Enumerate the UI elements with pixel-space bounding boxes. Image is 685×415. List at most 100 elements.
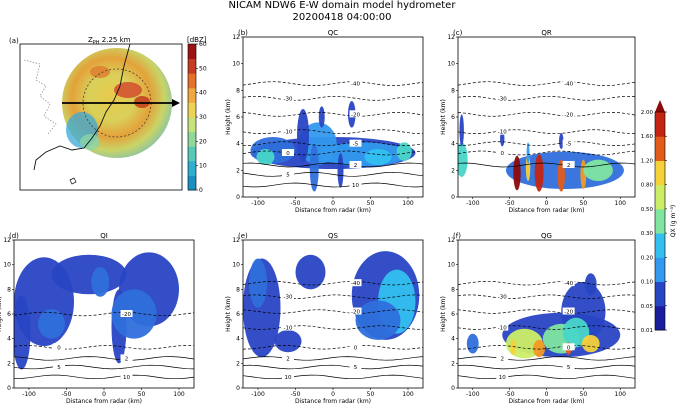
y-tick-label: 4 [236, 141, 240, 148]
plot-area: -40 -30 -20 -10 -5 0 2 5 10 [243, 37, 423, 197]
contour-label: -20 [122, 312, 131, 318]
x-tick-label: 50 [138, 391, 146, 398]
island-outline [69, 177, 77, 185]
temperature-contour [243, 374, 423, 380]
contour-label-bg [349, 343, 362, 351]
map-colorbar-label: [dBZ] [187, 36, 207, 44]
y-tick-label: 2 [236, 167, 240, 174]
contour-label: 0 [567, 345, 571, 351]
y-axis-label: Height (km) [225, 99, 232, 135]
contour-label: 2 [567, 163, 571, 169]
qx-colorbar-label: QX (g m⁻³) [670, 205, 677, 238]
panel-title: QC [328, 29, 339, 37]
temperature-contour [243, 325, 423, 330]
x-tick-label: 100 [402, 200, 414, 207]
qx-colorbar-tick-label: 1.20 [641, 158, 654, 164]
qx-colorbar-frame [654, 111, 666, 331]
map-colorbar-tick-label: 20 [199, 138, 207, 145]
contour-label: -40 [564, 82, 573, 88]
y-tick-label: 6 [236, 114, 240, 121]
qx-colorbar-segment [655, 112, 665, 137]
x-tick-label: -50 [291, 200, 301, 207]
plot-area: -20 0 2 5 10 [14, 240, 194, 388]
contour-label-bg [349, 307, 362, 315]
contour-label-bg [282, 170, 294, 178]
contour-label: -5 [566, 142, 572, 148]
map-colorbar-segment [188, 58, 196, 74]
panel-label: (c) [453, 29, 463, 37]
terrain [458, 384, 635, 388]
radar-echo-red-1 [114, 82, 142, 98]
contour-label: -30 [284, 96, 293, 102]
hydrometeor-region [274, 330, 302, 353]
x-tick-label: 50 [367, 200, 375, 207]
hydrometeor-region [249, 258, 267, 308]
plot-area: -40 -30 -20 -10 0 2 5 10 [243, 240, 423, 388]
panel-qi: -20 0 2 5 10 -100 -50 0 50 100 0 2 4 6 8 10 12 Distance f… [0, 232, 195, 405]
temperature-contour [14, 364, 194, 370]
hydrometeor-region [111, 289, 157, 339]
qx-colorbar-segment [655, 208, 665, 234]
contour-label-bg [349, 79, 362, 87]
qx-colorbar-tick-label: 0.10 [641, 280, 654, 286]
y-axis-label: Height (km) [440, 296, 447, 332]
map-title: ZPH 2.25 km [88, 36, 131, 46]
map-colorbar-tick-label: 30 [199, 114, 207, 121]
temperature-contour [243, 345, 423, 350]
contour-label: 10 [285, 375, 292, 381]
contour-label: 2 [125, 356, 129, 362]
contour-label: -20 [351, 112, 360, 118]
temperature-contour [243, 182, 423, 188]
panel-title: QG [541, 232, 552, 240]
qx-colorbar-tick-label: 0.50 [641, 207, 654, 213]
contour-label: -30 [284, 295, 293, 301]
panel-label: (e) [238, 232, 248, 240]
x-tick-label: 0 [545, 391, 549, 398]
qx-colorbar-tick-label: 2.00 [641, 110, 654, 116]
contour-label-bg [496, 127, 509, 135]
map-colorbar-tick-label: 0 [199, 187, 203, 194]
contour-label: 5 [354, 365, 358, 371]
map-colorbar-segment [188, 117, 196, 133]
x-tick-label: -50 [291, 391, 301, 398]
map-colorbar-segment [188, 146, 196, 162]
qx-colorbar-extend [655, 100, 665, 112]
qx-colorbar-segment [655, 281, 665, 307]
y-tick-label: 8 [451, 87, 455, 94]
contour-label-bg [282, 372, 294, 380]
qx-colorbar-segment [655, 136, 665, 161]
y-tick-label: 4 [7, 336, 11, 343]
contour-label: 5 [57, 365, 61, 371]
radar-echo-red-2 [134, 96, 150, 108]
x-tick-label: 100 [615, 391, 627, 398]
contour-label: -20 [351, 310, 360, 316]
contour-label-bg [496, 94, 509, 102]
hydrometeor-region [510, 339, 517, 355]
contour-label-bg [562, 139, 575, 147]
y-tick-label: 0 [7, 385, 11, 392]
hydrometeor-region [297, 109, 309, 163]
y-tick-label: 12 [3, 237, 11, 244]
x-tick-label: -50 [505, 200, 515, 207]
y-tick-label: 2 [451, 167, 455, 174]
y-tick-label: 4 [451, 336, 455, 343]
contour-label-bg [349, 139, 362, 147]
contour-label: -10 [284, 130, 293, 136]
x-tick-label: 100 [402, 391, 414, 398]
qx-colorbar-tick-label: 0.20 [641, 255, 654, 261]
hydrometeor-region [458, 142, 468, 177]
hydrometeor-region [466, 333, 479, 354]
temperature-contour [243, 141, 423, 147]
contour-label: -40 [351, 281, 360, 287]
panel-label: (b) [238, 29, 248, 37]
terrain [243, 384, 423, 388]
temperature-contour [243, 81, 423, 87]
contour-label: -20 [564, 310, 573, 316]
y-tick-label: 2 [7, 360, 11, 367]
hydrometeor-region [459, 114, 464, 147]
qx-colorbar-tick-label: 0.01 [641, 328, 653, 334]
contour-label-bg [496, 372, 509, 380]
temperature-contour [243, 95, 423, 101]
map-colorbar-segment [188, 44, 196, 60]
contour-label: 5 [567, 365, 571, 371]
